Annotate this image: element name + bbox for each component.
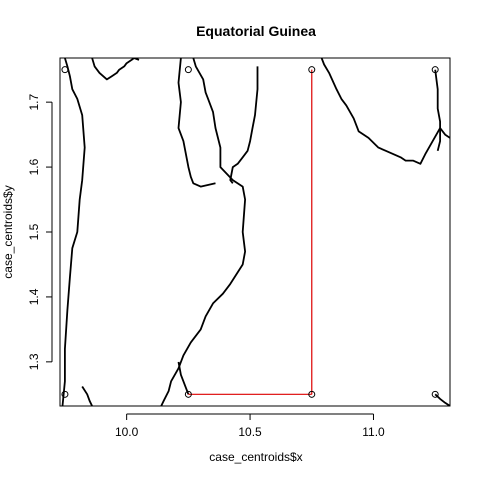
boundary-line-6 bbox=[229, 66, 259, 184]
boundary-line-2 bbox=[91, 58, 140, 81]
data-point bbox=[184, 390, 192, 398]
data-point bbox=[61, 66, 69, 74]
centroid-points bbox=[61, 66, 439, 398]
boundary-lines bbox=[61, 58, 450, 406]
x-tick-label: 10.0 bbox=[115, 425, 139, 439]
plot-frame bbox=[59, 57, 451, 407]
y-axis-title: case_centroids$y bbox=[1, 185, 15, 278]
data-point bbox=[431, 66, 439, 74]
boundary-line-4 bbox=[160, 58, 247, 406]
y-tick-label: 1.5 bbox=[27, 223, 41, 240]
x-tick-label: 11.0 bbox=[362, 425, 385, 439]
chart-title: Equatorial Guinea bbox=[196, 23, 316, 39]
data-point bbox=[431, 390, 439, 398]
boundary-line-8 bbox=[320, 58, 450, 165]
data-point bbox=[61, 390, 69, 398]
boundary-line-5 bbox=[177, 58, 216, 188]
x-axis-title: case_centroids$x bbox=[209, 450, 302, 464]
y-tick-label: 1.6 bbox=[27, 158, 41, 175]
boundary-line-9 bbox=[434, 69, 442, 152]
y-tick-label: 1.4 bbox=[27, 288, 41, 305]
y-tick-label: 1.3 bbox=[27, 353, 41, 370]
y-tick-label: 1.7 bbox=[27, 93, 41, 110]
route-path bbox=[188, 69, 313, 395]
boundary-line-3 bbox=[81, 386, 93, 406]
x-tick-label: 10.5 bbox=[238, 425, 262, 439]
data-point bbox=[184, 66, 192, 74]
data-point bbox=[308, 390, 316, 398]
axes: 10.0 10.5 11.0 1.3 1.4 1.5 1.6 1.7 bbox=[27, 93, 385, 439]
boundary-line-7 bbox=[177, 361, 190, 395]
data-point bbox=[308, 66, 316, 74]
boundary-line-1 bbox=[61, 58, 86, 406]
